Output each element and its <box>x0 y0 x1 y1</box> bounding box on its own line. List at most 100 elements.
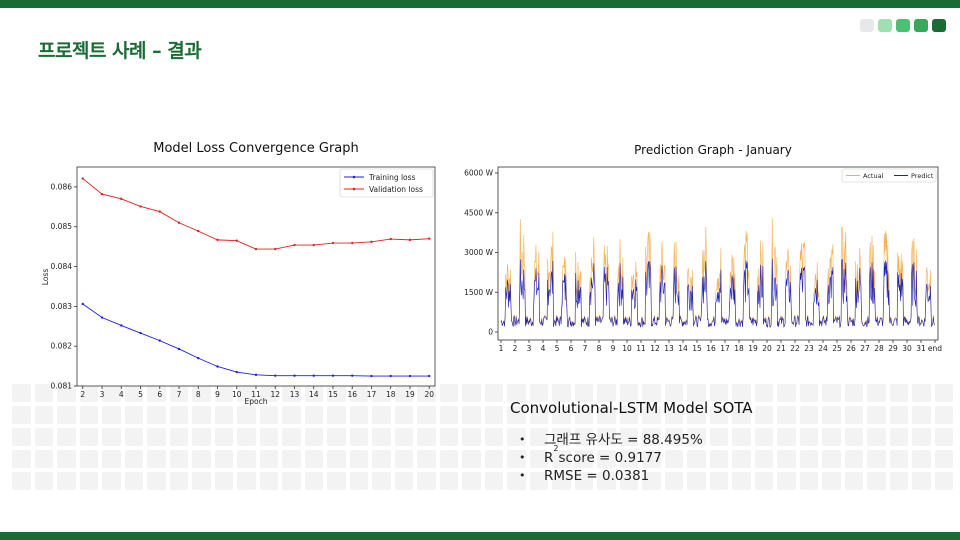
grid-cell <box>889 472 908 490</box>
grid-cell <box>12 406 31 424</box>
x-tick-label: 30 <box>902 344 912 353</box>
grid-cell <box>777 472 796 490</box>
grid-cell <box>484 384 503 402</box>
grid-cell <box>709 406 728 424</box>
data-point <box>254 373 258 377</box>
chart-title: Model Loss Convergence Graph <box>153 141 359 156</box>
grid-cell <box>327 450 346 468</box>
grid-cell <box>462 406 481 424</box>
x-tick-label: 19 <box>748 344 758 353</box>
grid-cell <box>597 450 616 468</box>
grid-cell <box>619 472 638 490</box>
data-point <box>235 239 238 242</box>
grid-cell <box>327 384 346 402</box>
grid-cell <box>394 428 413 446</box>
x-tick-label: 10 <box>232 390 242 399</box>
grid-cell <box>619 428 638 446</box>
grid-cell <box>732 406 751 424</box>
grid-cell <box>102 384 121 402</box>
grid-cell <box>462 428 481 446</box>
grid-cell <box>124 472 143 490</box>
grid-cell <box>124 450 143 468</box>
grid-cell <box>507 384 526 402</box>
grid-cell <box>777 450 796 468</box>
grid-cell <box>687 406 706 424</box>
x-tick-label: 24 <box>818 344 828 353</box>
grid-cell <box>237 406 256 424</box>
bullet: • <box>519 451 526 464</box>
x-tick-label: 6 <box>569 344 574 353</box>
grid-cell <box>102 428 121 446</box>
x-tick-label: 5 <box>138 390 143 399</box>
x-tick-label: 20 <box>424 390 434 399</box>
x-tick-label: 3 <box>527 344 532 353</box>
grid-cell <box>417 450 436 468</box>
data-point <box>158 210 161 213</box>
data-point <box>370 374 373 378</box>
bullet: • <box>519 469 526 482</box>
grid-cell <box>889 406 908 424</box>
data-point <box>216 365 219 368</box>
grid-cell <box>822 428 841 446</box>
grid-cell <box>304 450 323 468</box>
grid-cell <box>619 450 638 468</box>
top-accent-bar <box>0 0 960 8</box>
grid-cell <box>529 384 548 402</box>
grid-cell <box>709 384 728 402</box>
grid-cell <box>439 450 458 468</box>
grid-cell <box>642 450 661 468</box>
grid-cell <box>484 406 503 424</box>
x-tick-label: 17 <box>367 390 377 399</box>
x-tick-label: 21 <box>776 344 786 353</box>
grid-cell <box>34 472 53 490</box>
grid-cell <box>507 428 526 446</box>
grid-cell <box>79 428 98 446</box>
x-tick-label: 25 <box>832 344 842 353</box>
data-point <box>81 177 84 180</box>
grid-cell <box>687 384 706 402</box>
grid-cell <box>754 406 773 424</box>
grid-cell <box>34 406 53 424</box>
grid-cell <box>147 472 166 490</box>
data-point <box>216 238 219 242</box>
grid-cell <box>552 450 571 468</box>
data-point <box>293 243 296 247</box>
grid-cell <box>214 472 233 490</box>
x-tick-label: 11 <box>251 390 261 399</box>
grid-cell <box>934 384 953 402</box>
x-tick-label: 1 <box>499 344 504 353</box>
grid-cell <box>282 406 301 424</box>
x-tick-label: 26 <box>846 344 856 353</box>
data-point <box>100 192 104 196</box>
grid-cell <box>237 472 256 490</box>
progress-dot <box>878 19 892 32</box>
grid-cell <box>57 472 76 490</box>
grid-cell <box>619 406 638 424</box>
grid-cell <box>57 406 76 424</box>
grid-cell <box>12 384 31 402</box>
x-tick-label: 8 <box>597 344 602 353</box>
grid-cell <box>867 406 886 424</box>
data-point <box>428 237 431 240</box>
x-tick-label: 11 <box>636 344 646 353</box>
x-axis-label: Epoch <box>245 397 268 406</box>
x-tick-label: end <box>928 344 942 353</box>
grid-cell <box>102 450 121 468</box>
grid-cell <box>349 450 368 468</box>
grid-cell <box>12 428 31 446</box>
grid-cell <box>169 450 188 468</box>
data-point <box>81 302 84 306</box>
grid-cell <box>619 384 638 402</box>
data-point <box>120 197 123 201</box>
grid-cell <box>304 428 323 446</box>
data-point <box>197 356 200 360</box>
grid-cell <box>349 384 368 402</box>
grid-cell <box>259 384 278 402</box>
data-point <box>331 241 335 245</box>
data-point <box>331 374 335 377</box>
grid-cell <box>394 384 413 402</box>
data-point <box>408 374 412 378</box>
grid-cell <box>259 428 278 446</box>
grid-cell <box>169 428 188 446</box>
grid-cell <box>574 450 593 468</box>
